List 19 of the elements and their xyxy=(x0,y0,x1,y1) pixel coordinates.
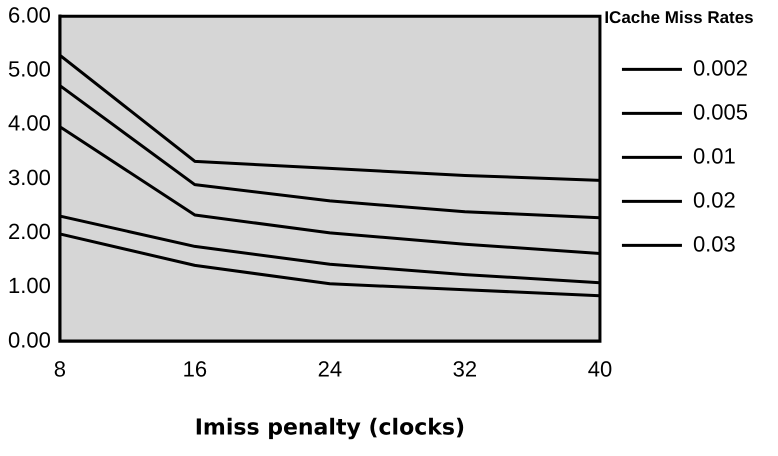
x-tick-label: 8 xyxy=(54,356,66,382)
y-tick-label: 2.00 xyxy=(8,218,51,244)
x-tick-label: 40 xyxy=(588,356,612,382)
y-tick-label: 4.00 xyxy=(8,110,51,136)
legend-label: 0.005 xyxy=(692,99,748,124)
x-axis-title: Imiss penalty (clocks) xyxy=(194,416,466,441)
legend-title: ICache Miss Rates xyxy=(604,8,754,28)
y-tick-label: 0.00 xyxy=(8,327,51,352)
legend-label: 0.03 xyxy=(692,231,736,256)
x-tick-label: 16 xyxy=(182,356,208,382)
legend-label: 0.02 xyxy=(692,187,736,212)
legend-label: 0.002 xyxy=(692,55,748,80)
legend-label: 0.01 xyxy=(692,143,736,168)
y-tick-label: 5.00 xyxy=(8,56,51,82)
y-tick-label: 3.00 xyxy=(8,164,51,190)
y-tick-label: 1.00 xyxy=(8,273,51,298)
y-tick-label: 6.00 xyxy=(8,2,51,28)
x-tick-label: 32 xyxy=(452,356,478,382)
x-tick-label: 24 xyxy=(318,356,342,382)
